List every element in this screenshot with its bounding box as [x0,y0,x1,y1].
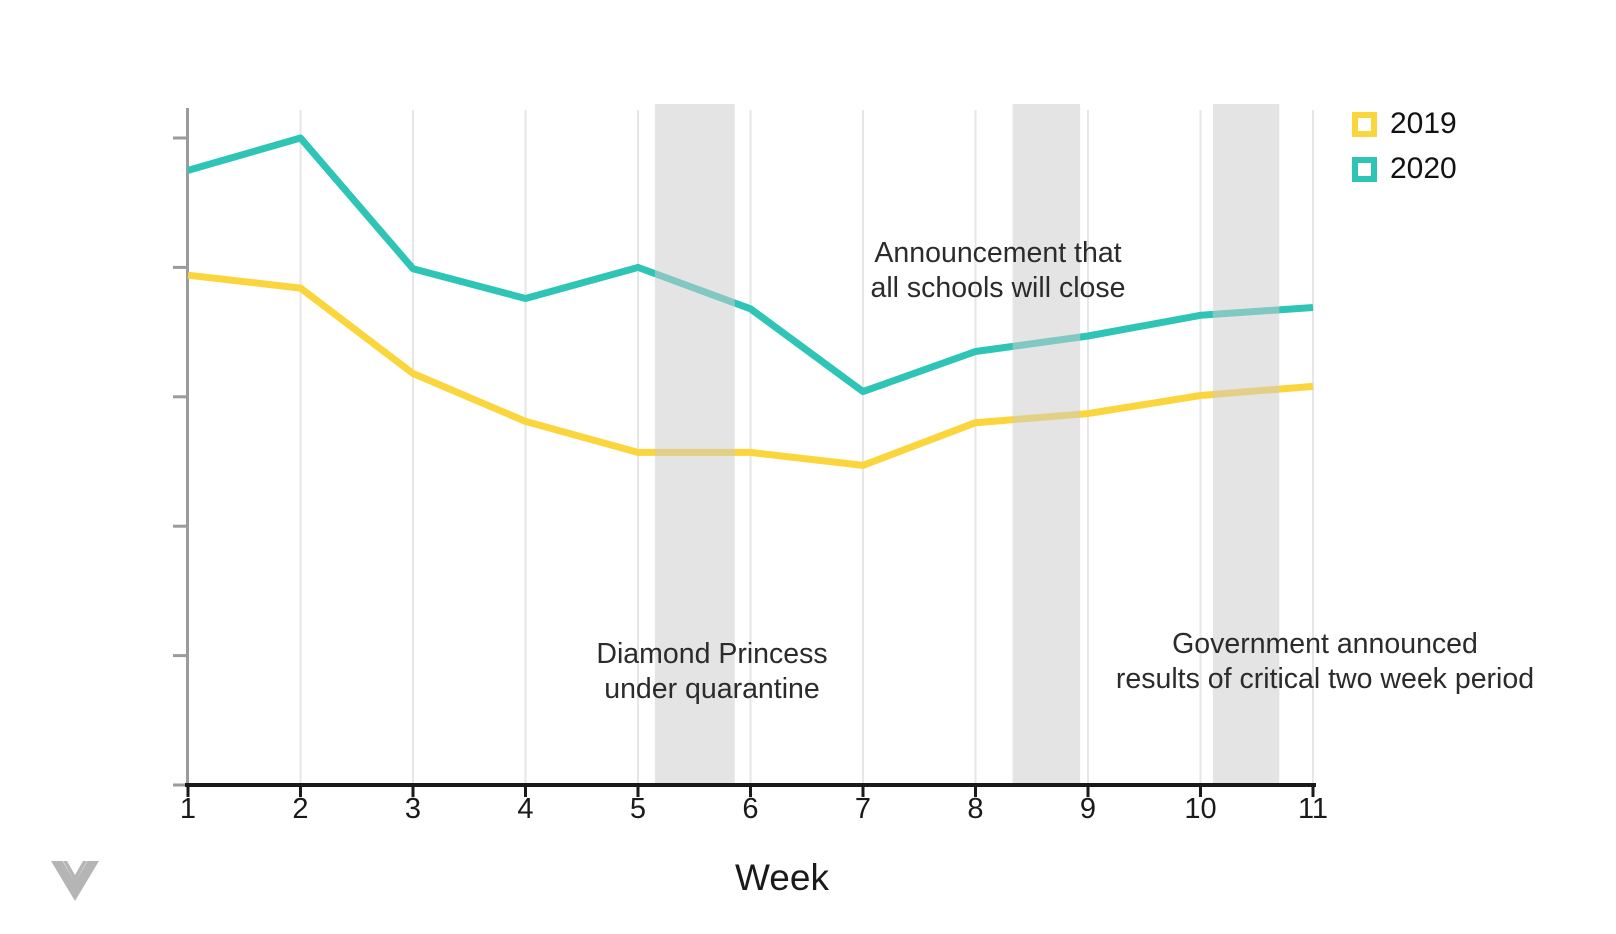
x-tick-label: 5 [630,793,646,825]
x-tick-label: 9 [1080,793,1096,825]
legend-swatch-2019-icon [1352,111,1377,137]
x-tick-label: 8 [967,793,983,825]
x-tick-label: 11 [1298,793,1328,825]
legend-item-2019: 2019 [1352,106,1457,142]
legend-label-2020: 2020 [1390,152,1457,185]
highlight-band-2 [1012,104,1081,785]
v-chevron-logo-icon [51,861,99,901]
x-tick-label: 6 [742,793,758,825]
annotation-3: Government announced results of critical … [1116,628,1534,695]
legend-label-2019: 2019 [1390,107,1457,140]
x-tick-label: 2 [292,793,308,825]
x-tick-label: 3 [405,793,421,825]
series-line-2020 [187,134,1314,396]
x-tick-label: 4 [517,793,533,825]
annotation-1: Diamond Princess under quarantine [596,638,827,705]
x-tick-label: 1 [180,793,196,825]
x-tick-label: 10 [1184,793,1216,825]
legend-swatch-2020-icon [1352,156,1377,182]
highlight-band-3 [1212,104,1280,785]
series-line-2019 [187,271,1314,469]
highlight-band-1 [654,104,735,785]
legend-item-2020: 2020 [1352,151,1457,187]
annotation-2: Announcement that all schools will close [870,237,1125,304]
chart-legend: 2019 2020 [1352,106,1457,187]
x-axis-title: Week [735,857,829,898]
x-tick-label: 7 [855,793,871,825]
